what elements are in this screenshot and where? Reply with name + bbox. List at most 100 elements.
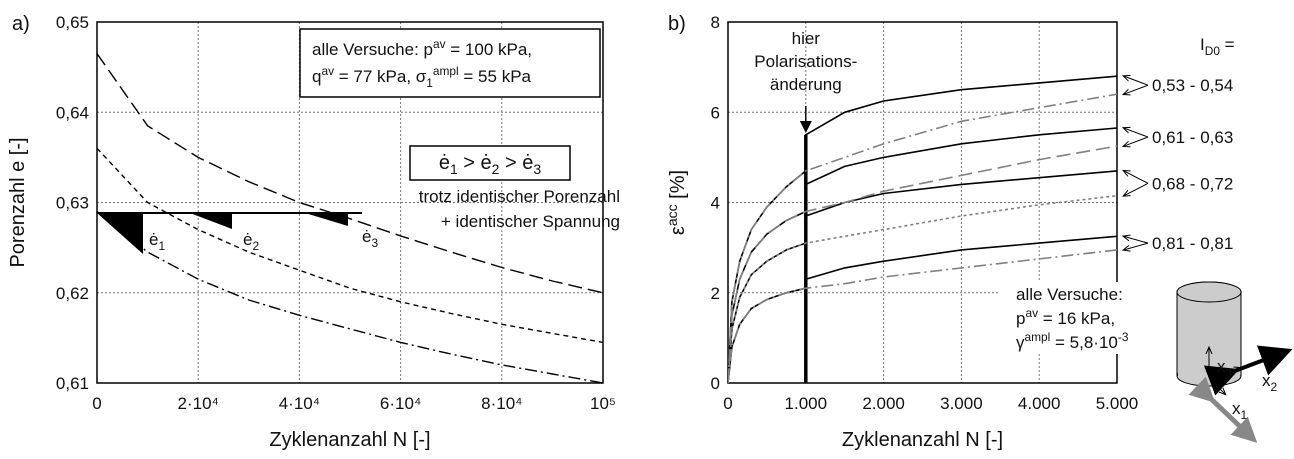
pointer (1124, 84, 1149, 94)
pointer (1124, 76, 1149, 86)
load-arrow-x1 (1188, 376, 1258, 443)
x-tick-label: 4.000 (1018, 394, 1061, 413)
text-part: 3 (1226, 366, 1233, 380)
y-tick-label: 0,62 (56, 284, 89, 303)
rate-label: ė3 (362, 227, 378, 250)
text-part: = 77 kPa, σ (334, 67, 427, 86)
info-box (299, 28, 601, 98)
axis-symbol: x1 (1232, 399, 1248, 422)
rate-triangle (97, 213, 143, 254)
text-part: 1 (1241, 408, 1248, 422)
y-tick-label: 0,64 (56, 103, 89, 122)
text-part: alle Versuche: (1016, 285, 1123, 304)
rate-box (409, 145, 571, 181)
x-tick-label: 0 (723, 394, 732, 413)
info-text: pav = 16 kPa, (1016, 306, 1115, 328)
text-part: q (312, 67, 321, 86)
pointer (1124, 171, 1149, 184)
pointer (1124, 242, 1149, 250)
text-part: = 100 kPa, (446, 40, 532, 59)
text-part: ė (439, 152, 450, 174)
text-part: = 16 kPa, (1038, 309, 1115, 328)
x-tick-label: 1.000 (785, 394, 828, 413)
x-axis-label: Zyklenanzahl N [-] (269, 429, 430, 451)
line-series (728, 249, 1117, 383)
line-series (97, 210, 603, 383)
text-part: 2 (492, 161, 500, 177)
x-tick-label: 3.000 (940, 394, 983, 413)
x-axis-label: Zyklenanzahl N [-] (842, 429, 1003, 451)
group-label: 0,81 - 0,81 (1152, 234, 1233, 253)
x-tick-label: 2·10⁴ (178, 394, 219, 413)
series-group (97, 53, 603, 383)
event-note: hier (792, 29, 821, 48)
y-tick-label: 6 (711, 103, 720, 122)
y-tick-label: 4 (711, 194, 720, 213)
text-part: = 5,8·10 (1050, 333, 1118, 352)
x-tick-label: 0 (92, 394, 101, 413)
note-text: + identischer Spannung (441, 212, 620, 231)
text-part: 1 (450, 161, 458, 177)
text-part: ė (149, 230, 158, 249)
rate-label: ė1 (149, 230, 165, 253)
rate-label: ė2 (243, 230, 259, 253)
text-part: av (321, 64, 334, 78)
text-part: -3 (1118, 330, 1129, 344)
x-tick-label: 8·10⁴ (481, 394, 522, 413)
text-part: D0 (1205, 44, 1221, 58)
text-part: Porenzahl e [-] (7, 137, 29, 267)
pointer (1124, 128, 1149, 138)
text-part: 1 (426, 76, 433, 90)
line-series (728, 93, 1117, 383)
text-part: Zyklenanzahl N [-] (269, 429, 430, 451)
text-part: acc (664, 204, 680, 226)
text-part: ampl (433, 64, 459, 78)
y-tick-label: 0,63 (56, 194, 89, 213)
x-tick-label: 4·10⁴ (279, 394, 320, 413)
text-part: ė (243, 230, 252, 249)
info-bg (1000, 282, 1170, 354)
y-tick-label: 0 (711, 374, 720, 393)
text-part: 2 (252, 239, 259, 253)
group-label: 0,61 - 0,63 (1152, 128, 1233, 147)
panel-label: a) (12, 13, 30, 35)
text-part: p (1016, 309, 1025, 328)
text-part: 3 (371, 236, 378, 250)
y-tick-label: 2 (711, 284, 720, 303)
event-note: änderung (770, 75, 842, 94)
y-axis-label: εacc [%] (664, 170, 689, 235)
x-tick-label: 5.000 (1096, 394, 1139, 413)
text-part: alle Versuche: p (312, 40, 433, 59)
text-part: 1 (158, 239, 165, 253)
group-header: ID0 = (1200, 35, 1235, 58)
text-part: x (1262, 371, 1271, 390)
pointer (1124, 182, 1149, 195)
text-part: x (1232, 399, 1241, 418)
note-text: trotz identischer Porenzahl (419, 187, 620, 206)
y-axis-label: Porenzahl e [-] (7, 137, 29, 267)
x-tick-label: 10⁵ (590, 394, 616, 413)
text-part: γ (1016, 333, 1025, 352)
text-part: x (1217, 357, 1226, 376)
x-tick-label: 6·10⁴ (380, 394, 421, 413)
text-part: > ė (458, 152, 492, 174)
rate-text: ė1 > ė2 > ė3 (439, 152, 542, 177)
pointer (1124, 136, 1149, 146)
info-text: alle Versuche: (1016, 285, 1123, 304)
y-tick-label: 0,61 (56, 374, 89, 393)
event-note: Polarisations- (754, 52, 857, 71)
x-tick-label: 2.000 (862, 394, 905, 413)
group-label: 0,53 - 0,54 (1152, 76, 1233, 95)
text-part: av (1025, 306, 1038, 320)
line-series (97, 53, 603, 294)
y-tick-label: 0,65 (56, 13, 89, 32)
panel-label: b) (668, 13, 686, 35)
text-part: av (433, 37, 446, 51)
plot-frame (727, 21, 1118, 384)
text-part: = (1220, 35, 1235, 54)
text-part: [%] (667, 170, 689, 204)
axis-symbol: x2 (1262, 371, 1278, 394)
rate-triangle (305, 213, 348, 226)
text-part: > ė (499, 152, 533, 174)
line-series (97, 147, 603, 344)
